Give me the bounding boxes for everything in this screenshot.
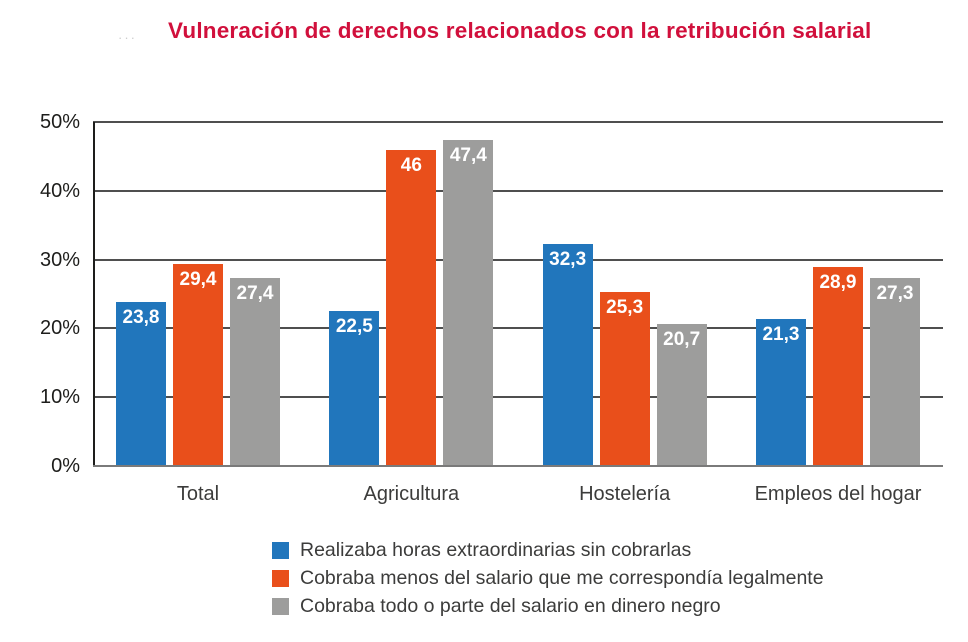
x-axis-labels: Total Agricultura Hostelería Empleos del ho… xyxy=(93,482,943,506)
bar: 23,8 xyxy=(116,302,166,466)
legend: Realizaba horas extraordinarias sin cobr… xyxy=(272,539,824,617)
y-axis: 0% 10% 20% 30% 40% 50% xyxy=(0,112,80,476)
bars-layer: 23,8 29,4 27,4 22,5 46 47,4 32,3 25,3 20,7 21,3 28… xyxy=(93,122,943,466)
category-label: Hostelería xyxy=(579,483,671,505)
y-axis-tick-label: 20% xyxy=(39,317,80,340)
bar-value-label: 46 xyxy=(400,154,422,176)
gridline xyxy=(93,121,943,123)
bar: 47,4 xyxy=(443,139,494,466)
bar: 21,3 xyxy=(755,319,806,466)
bar: 46 xyxy=(386,149,437,466)
category-label: Agricultura xyxy=(363,483,460,505)
bar-group: 22,5 46 47,4 xyxy=(329,122,494,466)
legend-swatch xyxy=(272,570,289,587)
bar-group: 23,8 29,4 27,4 xyxy=(116,122,280,466)
bar-value-label: 22,5 xyxy=(335,316,373,338)
bar: 22,5 xyxy=(329,311,380,466)
bar-value-label: 21,3 xyxy=(762,324,800,346)
legend-item: Realizaba horas extraordinarias sin cobr… xyxy=(272,539,824,561)
bar-value-label: 25,3 xyxy=(606,296,644,318)
y-axis-tick-label: 40% xyxy=(39,179,80,202)
x-axis-line xyxy=(93,465,943,467)
bar-group: 21,3 28,9 27,3 xyxy=(755,122,920,466)
bar: 28,9 xyxy=(812,267,863,466)
gridline xyxy=(93,327,943,330)
bar-value-label: 47,4 xyxy=(449,144,487,166)
legend-item: Cobraba todo o parte del salario en dine… xyxy=(272,595,824,617)
y-axis-tick-label: 10% xyxy=(39,386,80,409)
faint-ellipsis: ··· xyxy=(118,30,137,45)
bar-value-label: 32,3 xyxy=(549,248,587,270)
bar: 25,3 xyxy=(599,291,650,466)
bar: 29,4 xyxy=(173,263,223,466)
bar-value-label: 28,9 xyxy=(819,272,857,294)
category-cell: Empleos del hogar xyxy=(754,482,922,506)
legend-label: Realizaba horas extraordinarias sin cobr… xyxy=(300,539,692,561)
gridline xyxy=(93,189,943,192)
bar-group: 32,3 25,3 20,7 xyxy=(542,122,707,466)
bar: 20,7 xyxy=(656,323,707,466)
bar-value-label: 27,4 xyxy=(236,282,274,304)
category-label: Empleos del hogar xyxy=(754,483,922,505)
category-label: Total xyxy=(176,483,220,505)
category-cell: Hostelería xyxy=(543,482,707,506)
y-axis-tick-label: 50% xyxy=(39,111,80,133)
category-cell: Agricultura xyxy=(329,482,493,506)
bar-value-label: 23,8 xyxy=(122,307,160,329)
bar-value-label: 27,3 xyxy=(876,283,914,305)
legend-item: Cobraba menos del salario que me corresp… xyxy=(272,567,824,589)
y-axis-line xyxy=(93,122,95,466)
bar-value-label: 20,7 xyxy=(663,328,701,350)
bar: 27,4 xyxy=(230,277,280,466)
y-axis-tick-label: 0% xyxy=(51,455,80,477)
plot-area: 23,8 29,4 27,4 22,5 46 47,4 32,3 25,3 20,7 21,3 28… xyxy=(93,121,943,467)
category-cell: Total xyxy=(116,482,280,506)
chart-title: Vulneración de derechos relacionados con… xyxy=(168,18,872,43)
legend-label: Cobraba menos del salario que me corresp… xyxy=(300,567,824,589)
gridline xyxy=(93,258,943,261)
bar: 27,3 xyxy=(869,278,920,466)
bar-value-label: 29,4 xyxy=(179,268,217,290)
gridline xyxy=(93,396,943,399)
legend-label: Cobraba todo o parte del salario en dine… xyxy=(300,595,721,617)
bar: 32,3 xyxy=(542,243,593,466)
y-axis-tick-label: 30% xyxy=(39,248,80,271)
legend-swatch xyxy=(272,542,289,559)
legend-swatch xyxy=(272,598,289,615)
